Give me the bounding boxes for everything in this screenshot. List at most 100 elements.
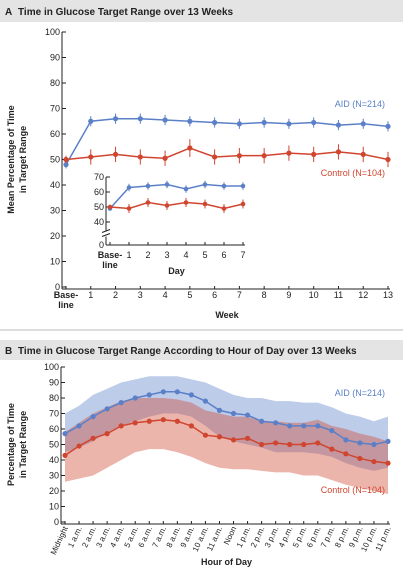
y-axis-title: Percentage of Time (6, 403, 16, 486)
data-point (118, 423, 124, 429)
data-point (240, 183, 246, 189)
axis-break (101, 229, 111, 233)
data-point (112, 116, 119, 122)
data-point (145, 200, 151, 205)
x-tick-label: Midnight (49, 524, 70, 556)
data-point (259, 441, 265, 448)
series-label: AID (N=214) (335, 99, 385, 109)
x-axis-title: Week (215, 310, 239, 320)
data-point (371, 458, 377, 465)
x-tick-label: 10 (309, 290, 319, 300)
y-tick-label: 40 (49, 455, 59, 465)
y-tick-label: 90 (49, 378, 59, 388)
data-point (287, 441, 293, 448)
data-point (335, 149, 342, 155)
y-tick-label: 60 (50, 129, 60, 139)
data-point (335, 122, 342, 128)
data-point (240, 201, 246, 207)
x-tick-label: 3 (164, 250, 169, 260)
data-point (212, 119, 218, 126)
panel-title: Time in Glucose Target Range According t… (18, 346, 357, 357)
y-tick-label: 20 (50, 231, 60, 241)
data-point (160, 417, 166, 423)
y-tick-label: 0 (54, 517, 59, 527)
data-point (385, 156, 391, 163)
panel-letter: A (5, 7, 12, 18)
data-point (160, 389, 166, 395)
x-tick-label: 2 (145, 250, 150, 260)
series-label: Control (N=104) (321, 168, 385, 178)
x-tick-label: 7 (237, 290, 242, 300)
data-point (164, 182, 170, 187)
data-point (132, 420, 138, 426)
data-point (162, 117, 168, 123)
y-tick-label: 30 (50, 206, 60, 216)
data-point (104, 431, 110, 437)
y-axis-title: in Target Range (18, 126, 28, 193)
data-point (360, 151, 366, 157)
x-tick-label: 13 (383, 290, 393, 300)
y-tick-label: 100 (44, 362, 59, 372)
x-tick-label: Base-line (98, 250, 123, 270)
x-tick-label: Base-line (54, 290, 79, 310)
data-point (164, 203, 170, 208)
y-tick-label: 100 (45, 27, 60, 37)
data-point (221, 183, 227, 189)
data-point (385, 460, 391, 466)
series-label: AID (N=214) (335, 388, 385, 398)
data-point (236, 153, 242, 159)
y-tick-label: 80 (49, 393, 59, 403)
data-point (76, 423, 82, 429)
data-point (360, 121, 366, 127)
x-tick-label: 3 (138, 290, 143, 300)
series-line (109, 183, 243, 210)
data-point (230, 437, 237, 443)
data-point (329, 446, 335, 452)
data-point (126, 185, 132, 190)
data-point (311, 119, 317, 126)
y-tick-label: 70 (50, 104, 60, 114)
data-point (301, 423, 307, 429)
data-point (90, 414, 96, 420)
series-line (65, 147, 389, 161)
data-point (315, 423, 321, 429)
x-axis-title: Hour of Day (201, 557, 252, 567)
x-tick-label: 11 (334, 290, 343, 300)
data-point (183, 186, 189, 192)
x-tick-label: 8 (262, 290, 267, 300)
x-tick-label: 4 (183, 250, 188, 260)
data-point (202, 201, 208, 207)
y-tick-label: 10 (49, 502, 59, 512)
axis-break (101, 233, 111, 237)
data-point (137, 116, 143, 122)
data-point (202, 432, 209, 438)
data-point (273, 420, 279, 426)
data-point (76, 443, 82, 449)
x-tick-label: 1 (88, 290, 93, 300)
data-point (244, 412, 251, 418)
data-point (174, 418, 180, 424)
data-point (244, 435, 251, 441)
y-tick-label: 70 (49, 409, 59, 419)
data-point (202, 398, 209, 404)
data-point (62, 452, 68, 458)
data-point (118, 400, 124, 406)
data-point (146, 392, 152, 398)
series-label: Control (N=104) (321, 485, 385, 495)
data-point (357, 455, 363, 462)
data-point (230, 410, 237, 417)
x-tick-label: 2 (113, 290, 118, 300)
data-point (174, 389, 180, 395)
panel-title: Time in Glucose Target Range over 13 Wee… (18, 7, 234, 18)
data-point (357, 440, 363, 446)
data-point (371, 441, 377, 448)
y-tick-label: 50 (94, 202, 104, 212)
data-point (343, 451, 349, 457)
y-tick-label: 0 (99, 240, 104, 250)
data-point (343, 437, 349, 443)
data-point (63, 162, 69, 168)
data-point (88, 118, 94, 124)
data-point (259, 418, 265, 424)
data-point (104, 406, 110, 412)
data-point (62, 431, 68, 437)
